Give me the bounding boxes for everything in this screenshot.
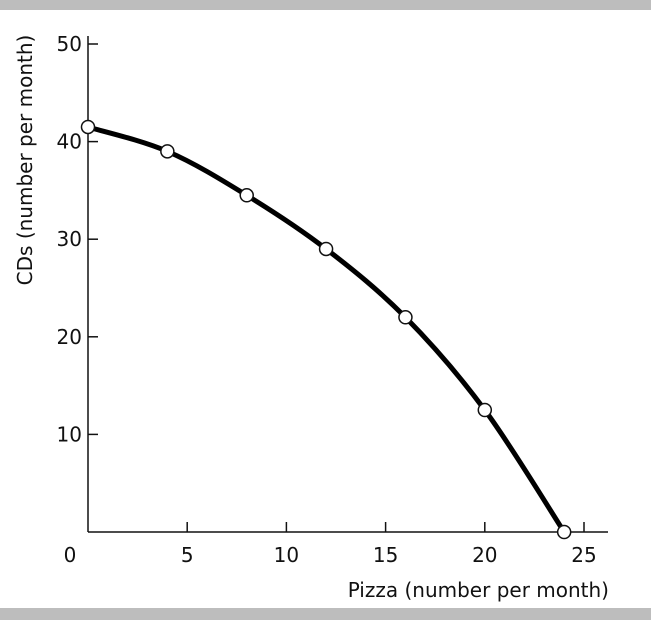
x-axis-title: Pizza (number per month) <box>348 578 609 602</box>
data-point <box>160 144 175 159</box>
data-point <box>398 310 413 325</box>
x-tick-label: 20 <box>472 543 497 567</box>
x-tick-label: 25 <box>571 543 596 567</box>
x-ticks: 5 10 15 20 25 <box>181 522 597 567</box>
y-tick-label: 10 <box>57 422 82 446</box>
y-tick-label: 20 <box>57 325 82 349</box>
data-point <box>80 119 96 135</box>
y-ticks: 10 20 30 40 50 <box>57 32 98 446</box>
origin-label: 0 <box>64 543 77 567</box>
y-tick-label: 30 <box>57 227 82 251</box>
x-tick-label: 5 <box>181 543 194 567</box>
data-point <box>239 188 254 203</box>
bottom-border-band <box>0 608 651 620</box>
ppf-curve <box>85 124 567 535</box>
y-tick-label: 50 <box>57 32 82 56</box>
data-point <box>318 241 334 257</box>
data-point <box>556 524 572 540</box>
x-tick-label: 10 <box>274 543 299 567</box>
data-point <box>477 402 493 418</box>
top-border-band <box>0 0 651 10</box>
y-axis-title: CDs (number per month) <box>13 35 37 286</box>
data-points <box>80 119 572 540</box>
y-tick-label: 40 <box>57 130 82 154</box>
x-tick-label: 15 <box>373 543 398 567</box>
